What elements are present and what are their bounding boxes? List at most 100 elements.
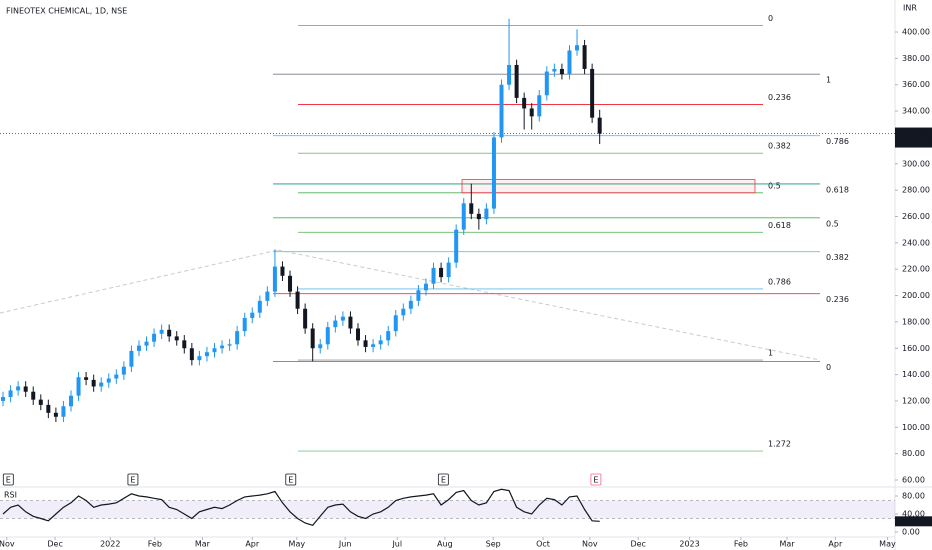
x-tick-label: Nov — [582, 540, 598, 549]
y-tick-label: 240.00 — [902, 238, 930, 247]
fib-label: 0.786 — [826, 137, 849, 146]
candle-body — [499, 84, 504, 138]
price-badge-label: 322.95 — [900, 128, 928, 137]
candle-body — [393, 315, 398, 332]
candle-body — [136, 345, 141, 351]
candle-body — [189, 348, 194, 361]
fib-label: 0.382 — [768, 142, 791, 151]
event-label: E — [288, 476, 293, 485]
rsi-tick-label: 40.00 — [902, 510, 925, 519]
candle-body — [121, 366, 126, 375]
fib-label: 1 — [826, 76, 831, 85]
candle-body — [378, 340, 383, 345]
x-tick-label: Jul — [391, 540, 402, 549]
x-tick-label: Sep — [486, 540, 501, 549]
candle-body — [423, 283, 428, 291]
candle-body — [61, 406, 66, 417]
zone — [461, 179, 756, 194]
event-marker — [285, 473, 297, 486]
x-tick-label: Nov — [0, 540, 15, 549]
y-tick-label: 80.00 — [902, 449, 925, 458]
y-tick-label: 340.00 — [902, 107, 930, 116]
candle-body — [559, 68, 564, 75]
candle-body — [454, 229, 459, 263]
y-tick-label: 360.00 — [902, 80, 930, 89]
fib-label: 0.236 — [826, 295, 849, 304]
candle-body — [167, 329, 172, 337]
fib-label: 0.5 — [768, 181, 781, 190]
candle-body — [333, 320, 338, 328]
candle-body — [386, 331, 391, 341]
candle-body — [348, 316, 353, 329]
event-marker — [127, 473, 139, 486]
y-tick-label: 220.00 — [902, 265, 930, 274]
chart-title: FINEOTEX CHEMICAL, 1D, NSE — [6, 7, 127, 16]
candle-body — [174, 336, 179, 341]
y-tick-label: 380.00 — [902, 54, 930, 63]
currency-label: INR — [903, 4, 917, 13]
x-tick-label: Feb — [734, 540, 748, 549]
event-marker — [2, 473, 14, 486]
y-tick-label: 200.00 — [902, 291, 930, 300]
candle-body — [295, 291, 300, 309]
candle-body — [84, 377, 89, 380]
rsi-tick-label: 0.00 — [902, 528, 920, 537]
rsi-badge — [895, 516, 932, 527]
candle-body — [469, 203, 474, 214]
candle-body — [476, 213, 481, 220]
candle-body — [439, 267, 444, 278]
candle-body — [129, 350, 134, 367]
y-tick-label: 100.00 — [902, 423, 930, 432]
candle-body — [280, 266, 285, 276]
event-label: E — [6, 476, 11, 485]
x-tick-label: Apr — [828, 540, 843, 549]
candle-body — [38, 399, 43, 405]
candle-body — [242, 317, 247, 332]
fib-label: 0 — [826, 363, 831, 372]
x-tick-label: Jun — [338, 540, 352, 549]
rsi-tick-label: 80.00 — [902, 492, 925, 501]
rsi-label: RSI — [4, 491, 17, 500]
candle-body — [310, 328, 315, 349]
x-tick-label: Aug — [437, 540, 453, 549]
y-tick-label: 280.00 — [902, 186, 930, 195]
candle-body — [431, 267, 436, 284]
y-tick-label: 120.00 — [902, 396, 930, 405]
candle-body — [363, 340, 368, 347]
fib-label: 0.236 — [768, 93, 791, 102]
candle-body — [159, 329, 164, 334]
countdown: 03:10:59 — [899, 137, 932, 146]
rsi-badge-label: 23.75 — [900, 517, 923, 526]
candle-body — [152, 333, 157, 342]
y-tick-label: 260.00 — [902, 212, 930, 221]
candle-body — [325, 327, 330, 345]
y-tick-label: 160.00 — [902, 344, 930, 353]
x-tick-label: Dec — [630, 540, 645, 549]
fib-label: 0.618 — [768, 221, 791, 230]
x-tick-label: May — [289, 540, 306, 549]
candle-body — [272, 266, 277, 292]
candle-body — [491, 137, 496, 209]
event-marker — [590, 473, 602, 486]
price-badge — [895, 127, 932, 148]
candle-body — [220, 345, 225, 349]
fib-label: 1.272 — [768, 440, 791, 449]
rsi-band — [0, 500, 895, 519]
candle-body — [265, 291, 270, 301]
candle-body — [257, 300, 262, 313]
candle-body — [53, 412, 58, 417]
fib-label: 0.382 — [826, 253, 849, 262]
candle-body — [250, 312, 255, 318]
fib-label: 0.618 — [826, 185, 849, 194]
candle-body — [23, 386, 28, 392]
candle-body — [68, 395, 73, 407]
rsi-line — [2, 488, 600, 526]
candle-body — [446, 262, 451, 278]
x-tick-label: Oct — [536, 540, 550, 549]
x-tick-label: 2023 — [679, 540, 699, 549]
x-tick-label: Mar — [779, 540, 795, 549]
event-label: E — [130, 476, 135, 485]
x-tick-label: Mar — [195, 540, 211, 549]
candle-body — [582, 45, 587, 69]
